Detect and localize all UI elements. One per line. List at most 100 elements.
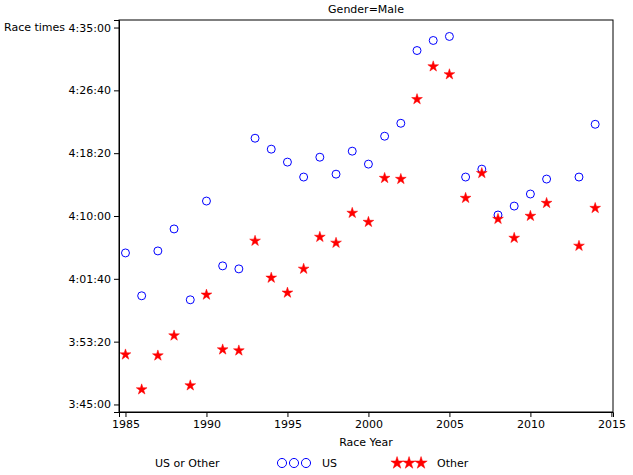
point (460, 192, 471, 202)
point (202, 197, 210, 205)
y-axis-title: Race times (4, 21, 65, 34)
y-tick-mark (114, 28, 119, 29)
y-tick-label: 4:35:00 (69, 22, 111, 35)
point (543, 175, 551, 183)
point (298, 263, 309, 273)
x-tick-mark (530, 412, 531, 417)
x-tick-label: 2005 (436, 418, 464, 431)
y-tick-mark (114, 342, 119, 343)
point (136, 384, 147, 394)
points (120, 32, 600, 394)
point (332, 170, 340, 178)
y-tick: 4:26:40 (69, 84, 119, 97)
point (541, 197, 552, 207)
y-tick-label: 4:10:00 (69, 210, 111, 223)
point (429, 36, 437, 44)
x-tick: 2015 (598, 412, 626, 431)
point (413, 47, 421, 55)
legend-symbol (301, 458, 310, 467)
x-tick: 1985 (112, 412, 140, 431)
point (233, 345, 244, 355)
point (395, 173, 406, 183)
x-tick: 2010 (517, 412, 545, 431)
x-axis-title: Race Year (339, 436, 393, 449)
y-tick: 4:01:40 (69, 273, 119, 286)
legend-title: US or Other (155, 457, 220, 470)
point (300, 173, 308, 181)
point (120, 349, 131, 359)
y-tick-mark (114, 404, 119, 405)
point (217, 344, 228, 354)
legend-symbol (403, 457, 415, 469)
legend-entry: Other (391, 457, 469, 470)
legend-symbol (415, 457, 427, 469)
point (526, 190, 534, 198)
point (510, 202, 518, 210)
point (493, 213, 504, 223)
point (121, 249, 129, 257)
x-tick-mark (206, 412, 207, 417)
point (138, 292, 146, 300)
point (363, 216, 374, 226)
y-tick-mark (114, 279, 119, 280)
series-other (120, 61, 600, 394)
point (331, 237, 342, 247)
y-tick: 4:10:00 (69, 210, 119, 223)
point (364, 160, 372, 168)
point (574, 240, 585, 250)
point (251, 134, 259, 142)
point (235, 265, 243, 273)
y-tick: 3:45:00 (69, 398, 119, 411)
x-tick-mark (449, 412, 450, 417)
chart-title: Gender=Male (328, 3, 404, 16)
x-tick: 2005 (436, 412, 464, 431)
point (575, 173, 583, 181)
y-tick-label: 3:53:20 (69, 336, 111, 349)
y-tick: 4:18:20 (69, 147, 119, 160)
point (316, 153, 324, 161)
point (185, 380, 196, 390)
point (445, 32, 453, 40)
x-tick-mark (125, 412, 126, 417)
series-us (121, 32, 599, 303)
point (509, 232, 520, 242)
x-tick-mark (287, 412, 288, 417)
point (170, 225, 178, 233)
point (347, 207, 358, 217)
x-axis-line (120, 413, 614, 418)
point (201, 289, 212, 299)
y-tick-label: 4:18:20 (69, 147, 111, 160)
y-tick-label: 4:26:40 (69, 84, 111, 97)
point (250, 235, 261, 245)
point (412, 94, 423, 104)
point (379, 172, 390, 182)
point (266, 272, 277, 282)
y-tick: 3:53:20 (69, 336, 119, 349)
point (428, 61, 439, 71)
point (590, 202, 601, 212)
point (348, 147, 356, 155)
y-tick-label: 3:45:00 (69, 398, 111, 411)
x-axis: 1985199019952000200520102015 (112, 412, 626, 431)
y-axis-line (114, 21, 120, 413)
y-tick-mark (114, 90, 119, 91)
legend-label: US (322, 457, 337, 470)
legend-symbol (289, 458, 298, 467)
y-tick: 4:35:00 (69, 22, 119, 35)
y-tick-label: 4:01:40 (69, 273, 111, 286)
legend-entry: US (277, 457, 337, 470)
x-tick-label: 2015 (598, 418, 626, 431)
point (267, 145, 275, 153)
y-tick-mark (114, 153, 119, 154)
point (154, 247, 162, 255)
x-tick-label: 1995 (274, 418, 302, 431)
legend-label: Other (437, 457, 469, 470)
x-tick: 1995 (274, 412, 302, 431)
y-tick-mark (114, 216, 119, 217)
x-tick-label: 1985 (112, 418, 140, 431)
plot-frame (119, 20, 613, 412)
point (397, 119, 405, 127)
x-tick-mark (611, 412, 612, 417)
point (152, 350, 163, 360)
point (476, 167, 487, 177)
